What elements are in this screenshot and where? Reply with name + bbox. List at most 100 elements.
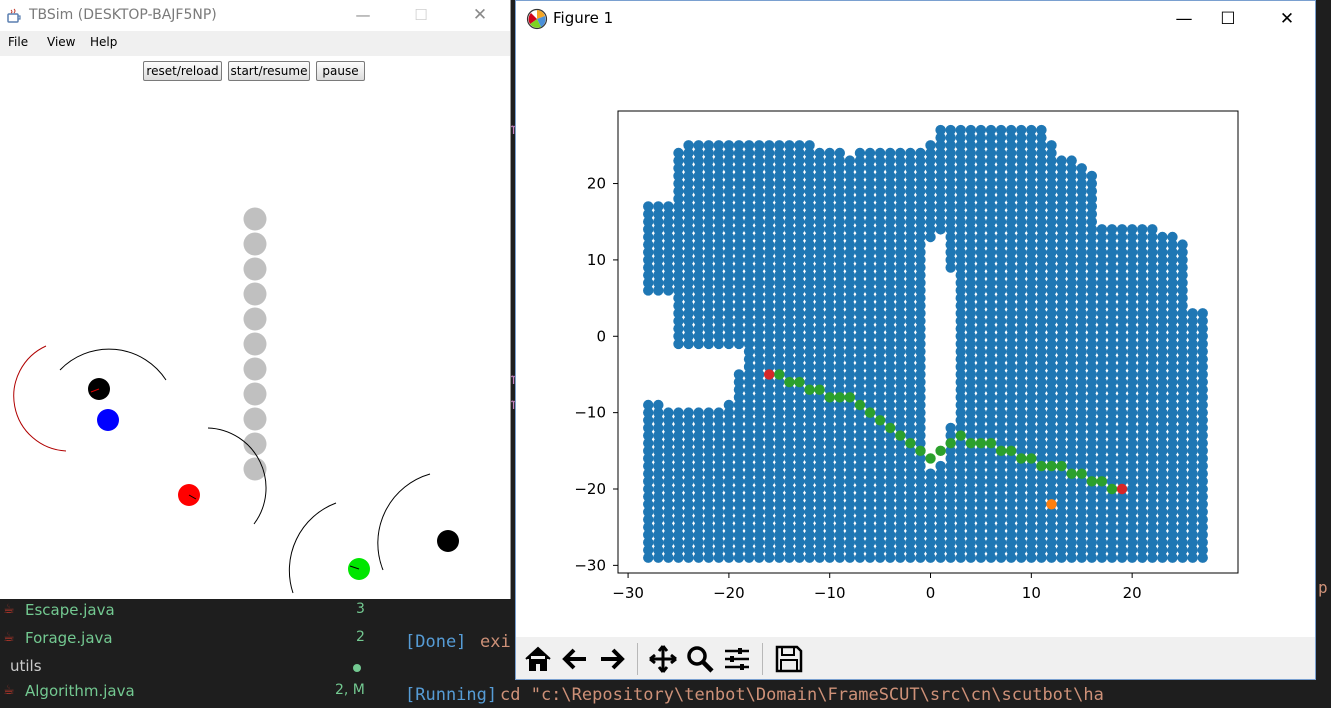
grid-point bbox=[1046, 537, 1057, 548]
grid-point bbox=[854, 254, 866, 266]
grid-point bbox=[1026, 369, 1037, 380]
grid-point bbox=[723, 483, 735, 495]
grid-point bbox=[683, 407, 694, 418]
grid-point bbox=[995, 300, 1007, 311]
start-resume-button[interactable]: start/resume bbox=[228, 61, 310, 81]
grid-point bbox=[764, 277, 775, 289]
grid-point bbox=[1056, 155, 1067, 166]
grid-point bbox=[1137, 323, 1148, 334]
forward-button[interactable] bbox=[595, 642, 629, 676]
grid-point bbox=[774, 552, 785, 563]
folder-tree-item[interactable]: utils bbox=[0, 655, 380, 683]
grid-point bbox=[693, 262, 704, 273]
grid-point bbox=[1016, 476, 1027, 487]
grid-point bbox=[753, 193, 765, 205]
grid-point bbox=[1147, 239, 1158, 250]
grid-point bbox=[693, 476, 704, 487]
file-tree-item[interactable]: ☕ Algorithm.java 2, M bbox=[0, 680, 380, 708]
grid-point bbox=[1016, 292, 1027, 304]
grid-point bbox=[1116, 392, 1128, 403]
simulation-canvas[interactable] bbox=[0, 86, 510, 599]
menu-view[interactable]: View bbox=[47, 35, 76, 49]
grid-point bbox=[844, 201, 856, 212]
grid-point bbox=[874, 346, 886, 357]
configure-subplots-button[interactable] bbox=[720, 642, 754, 676]
grid-point bbox=[673, 323, 684, 334]
grid-point bbox=[723, 170, 735, 182]
window-titlebar[interactable]: TBSim (DESKTOP-BAJF5NP) — ☐ ✕ bbox=[0, 0, 510, 31]
grid-point bbox=[995, 247, 1007, 258]
grid-point bbox=[1016, 216, 1027, 227]
grid-point bbox=[1106, 300, 1118, 311]
java-file-icon: ☕ bbox=[3, 683, 15, 698]
grid-point bbox=[774, 269, 785, 281]
grid-point bbox=[774, 300, 785, 311]
grid-point bbox=[814, 361, 825, 373]
file-tree-item[interactable]: ☕ Forage.java 2 bbox=[0, 627, 380, 655]
menu-file[interactable]: File bbox=[8, 35, 29, 49]
grid-point bbox=[1056, 231, 1067, 243]
zoom-button[interactable] bbox=[683, 642, 717, 676]
grid-point bbox=[1046, 422, 1057, 434]
grid-point bbox=[915, 521, 926, 533]
grid-point bbox=[713, 499, 725, 510]
pan-button[interactable] bbox=[646, 642, 680, 676]
grid-point bbox=[1016, 247, 1027, 258]
menu-help[interactable]: Help bbox=[90, 35, 118, 49]
grid-point bbox=[965, 506, 977, 518]
grid-point bbox=[713, 140, 725, 151]
grid-point bbox=[794, 537, 805, 548]
grid-point bbox=[1147, 506, 1158, 518]
maximize-button[interactable]: ☐ bbox=[1220, 9, 1236, 29]
grid-point bbox=[723, 231, 735, 243]
grid-point bbox=[874, 453, 886, 464]
grid-point bbox=[794, 155, 805, 166]
grid-point bbox=[1126, 338, 1138, 350]
file-tree-item[interactable]: ☕ Escape.java 3 bbox=[0, 599, 380, 627]
grid-point bbox=[753, 491, 765, 502]
grid-point bbox=[1086, 392, 1098, 403]
grid-point bbox=[1086, 483, 1098, 495]
save-button[interactable] bbox=[772, 642, 806, 676]
grid-point bbox=[683, 468, 694, 479]
grid-point bbox=[1066, 521, 1077, 533]
x-tick-label: 10 bbox=[1022, 584, 1041, 602]
maximize-button[interactable]: ☐ bbox=[414, 6, 428, 24]
grid-point bbox=[854, 193, 866, 205]
grid-point bbox=[1147, 384, 1158, 395]
tbsim-window[interactable]: TBSim (DESKTOP-BAJF5NP) — ☐ ✕ File View … bbox=[0, 0, 511, 599]
grid-point bbox=[1066, 224, 1077, 235]
window-titlebar[interactable]: Figure 1 — ☐ ✕ bbox=[516, 1, 1315, 37]
grid-point bbox=[895, 185, 906, 197]
grid-point bbox=[1096, 491, 1108, 502]
home-button[interactable] bbox=[521, 642, 555, 676]
close-button[interactable]: ✕ bbox=[472, 5, 488, 25]
grid-point bbox=[1086, 460, 1098, 472]
grid-point bbox=[874, 292, 886, 304]
grid-point bbox=[864, 247, 876, 258]
back-button[interactable] bbox=[558, 642, 592, 676]
grid-point bbox=[884, 315, 896, 327]
grid-point bbox=[975, 499, 987, 510]
grid-point bbox=[814, 346, 825, 357]
close-button[interactable]: ✕ bbox=[1279, 9, 1295, 29]
grid-point bbox=[905, 476, 916, 487]
matplotlib-figure-window[interactable]: Figure 1 — ☐ ✕ −30 −20 −10 0 10 20 −30 −20 −10 0 1… bbox=[515, 0, 1316, 680]
reset-reload-button[interactable]: reset/reload bbox=[143, 61, 222, 81]
minimize-button[interactable]: — bbox=[355, 6, 371, 24]
navigation-toolbar bbox=[516, 637, 1315, 679]
grid-point bbox=[975, 415, 987, 426]
pause-button[interactable]: pause bbox=[316, 61, 365, 81]
grid-point bbox=[1056, 224, 1067, 235]
grid-point bbox=[1137, 491, 1148, 502]
grid-point bbox=[905, 453, 916, 464]
grid-point bbox=[824, 468, 835, 479]
grid-point bbox=[784, 254, 795, 266]
grid-point bbox=[1096, 369, 1108, 380]
minimize-button[interactable]: — bbox=[1175, 9, 1193, 29]
grid-point bbox=[854, 300, 866, 311]
grid-point bbox=[1005, 338, 1017, 350]
grid-point bbox=[1096, 407, 1108, 418]
grid-point bbox=[955, 277, 966, 289]
